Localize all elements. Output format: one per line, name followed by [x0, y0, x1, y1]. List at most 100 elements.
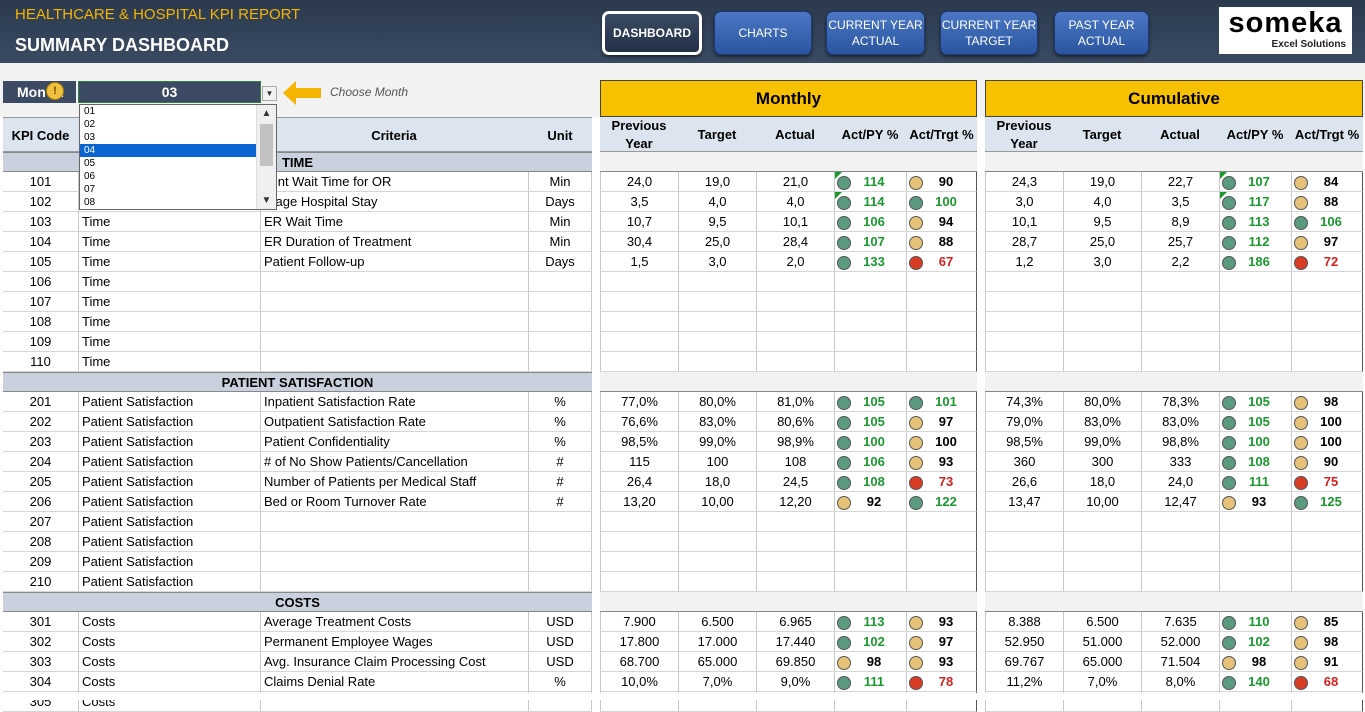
previous-year-value — [600, 352, 678, 372]
table-row[interactable]: 210 Patient Satisfaction — [0, 572, 1365, 592]
warning-icon[interactable]: ! — [46, 82, 64, 100]
status-green-dot-icon — [837, 615, 851, 630]
table-row[interactable]: 208 Patient Satisfaction — [0, 532, 1365, 552]
month-option-selected[interactable]: 04 — [80, 144, 256, 157]
table-row[interactable]: 303 Costs Avg. Insurance Claim Processing … — [0, 652, 1365, 672]
month-dropdown-list[interactable]: 01 02 03 04 05 06 07 08 ▲ ▼ — [79, 104, 277, 210]
target-value — [678, 332, 756, 352]
previous-year-value — [985, 512, 1063, 532]
status-red-dot-icon — [1294, 475, 1308, 490]
table-row[interactable]: 103 Time ER Wait Time Min 10,7 9,5 10,1 106 94 10… — [0, 212, 1365, 232]
col-act-trgt: Act/Trgt % — [909, 126, 974, 142]
status-green-dot-icon — [909, 395, 923, 410]
table-row[interactable]: 109 Time — [0, 332, 1365, 352]
table-row[interactable]: 301 Costs Average Treatment Costs USD 7.900 6… — [0, 612, 1365, 632]
kpi-unit — [528, 352, 592, 372]
act-py-value: 113 — [1219, 212, 1291, 232]
target-value: 99,0% — [1063, 432, 1141, 452]
kpi-percent: 114 — [863, 194, 885, 209]
act-trgt-value — [906, 292, 977, 312]
kpi-percent: 90 — [1323, 454, 1339, 469]
nav-dashboard-button[interactable]: DASHBOARD — [602, 11, 702, 55]
status-green-dot-icon — [837, 415, 851, 430]
table-row[interactable]: 302 Costs Permanent Employee Wages USD 17.80… — [0, 632, 1365, 652]
kpi-percent: 93 — [938, 454, 954, 469]
kpi-unit: Days — [528, 252, 592, 272]
kpi-criteria — [260, 512, 528, 532]
kpi-percent: 114 — [863, 174, 885, 189]
kpi-category: Costs — [78, 672, 260, 692]
scroll-down-icon[interactable]: ▼ — [261, 195, 272, 206]
table-row[interactable]: 209 Patient Satisfaction — [0, 552, 1365, 572]
month-option[interactable]: 08 — [84, 197, 96, 208]
table-row[interactable]: 304 Costs Claims Denial Rate% 10,0% 7,0% 9,0%… — [0, 672, 1365, 692]
month-option[interactable]: 07 — [84, 184, 96, 195]
status-green-dot-icon — [837, 235, 851, 250]
nav-charts-button[interactable]: CHARTS — [714, 11, 812, 55]
table-row[interactable]: 207 Patient Satisfaction — [0, 512, 1365, 532]
scroll-thumb[interactable] — [260, 124, 273, 166]
table-row[interactable]: 108 Time — [0, 312, 1365, 332]
kpi-unit — [528, 572, 592, 592]
status-green-dot-icon — [909, 495, 923, 510]
act-py-value: 108 — [1219, 452, 1291, 472]
previous-year-value: 8.388 — [985, 612, 1063, 632]
month-select[interactable]: 03 — [78, 81, 261, 103]
status-green-dot-icon — [837, 455, 851, 470]
month-option[interactable]: 03 — [84, 132, 96, 143]
kpi-code: 106 — [3, 272, 78, 292]
actual-value — [1141, 552, 1219, 572]
status-green-dot-icon — [837, 395, 851, 410]
month-option[interactable]: 02 — [84, 119, 96, 130]
kpi-criteria: Avg. Insurance Claim Processing Cost — [260, 652, 528, 672]
kpi-code: 102 — [3, 192, 78, 212]
kpi-unit — [528, 312, 592, 332]
month-option[interactable]: 05 — [84, 158, 96, 169]
kpi-percent: 98 — [1251, 654, 1267, 669]
col-act-py: Act/PY % — [1226, 126, 1284, 142]
table-row[interactable]: 107 Time — [0, 292, 1365, 312]
table-row[interactable]: 104 Time ER Duration of Treatment Min 30,4 25… — [0, 232, 1365, 252]
kpi-percent: 98 — [1323, 394, 1339, 409]
table-row[interactable]: 203 Patient Satisfaction Patient Confident… — [0, 432, 1365, 452]
table-row[interactable]: 106 Time — [0, 272, 1365, 292]
choose-month-hint: Choose Month — [330, 85, 409, 99]
act-trgt-value: 78 — [906, 672, 977, 692]
kpi-code: 206 — [3, 492, 78, 512]
previous-year-value: 3,0 — [985, 192, 1063, 212]
kpi-percent: 117 — [1248, 194, 1270, 209]
act-trgt-value — [1291, 572, 1363, 592]
chevron-down-icon[interactable]: ▼ — [262, 86, 277, 101]
act-trgt-value: 85 — [1291, 612, 1363, 632]
kpi-criteria — [260, 552, 528, 572]
nav-current-year-actual-button[interactable]: CURRENT YEAR ACTUAL — [826, 11, 925, 55]
status-red-dot-icon — [1294, 675, 1308, 690]
act-trgt-value: 100 — [1291, 412, 1363, 432]
status-green-dot-icon — [1222, 435, 1236, 450]
act-trgt-value: 98 — [1291, 632, 1363, 652]
table-row[interactable]: 201 Patient Satisfaction Inpatient Satisfa… — [0, 392, 1365, 412]
dropdown-scrollbar[interactable]: ▲ ▼ — [256, 105, 276, 209]
nav-past-year-actual-button[interactable]: PAST YEAR ACTUAL — [1054, 11, 1149, 55]
month-option[interactable]: 06 — [84, 171, 96, 182]
act-trgt-value: 101 — [906, 392, 977, 412]
kpi-criteria: Outpatient Satisfaction Rate — [260, 412, 528, 432]
table-row[interactable]: 205 Patient Satisfaction Number of Patient… — [0, 472, 1365, 492]
nav-current-year-target-button[interactable]: CURRENT YEAR TARGET — [940, 11, 1038, 55]
kpi-percent: 105 — [1248, 394, 1270, 409]
act-py-value: 102 — [1219, 632, 1291, 652]
table-row[interactable]: 204 Patient Satisfaction # of No Show Pati… — [0, 452, 1365, 472]
target-value: 3,0 — [678, 252, 756, 272]
target-value: 19,0 — [1063, 172, 1141, 192]
table-row[interactable]: 206 Patient Satisfaction Bed or Room Turno… — [0, 492, 1365, 512]
scroll-up-icon[interactable]: ▲ — [261, 108, 272, 119]
actual-value — [756, 332, 834, 352]
table-row[interactable]: 202 Patient Satisfaction Outpatient Satisf… — [0, 412, 1365, 432]
status-yellow-dot-icon — [1294, 635, 1308, 650]
month-option[interactable]: 01 — [84, 106, 96, 117]
kpi-code: 203 — [3, 432, 78, 452]
table-row[interactable]: 102 erage Hospital Stay Days 3,5 4,0 4,0 114 10… — [0, 192, 1365, 212]
table-row[interactable]: 105 Time Patient Follow-up Days 1,5 3,0 2,0 133… — [0, 252, 1365, 272]
report-title: HEALTHCARE & HOSPITAL KPI REPORT — [15, 6, 301, 23]
table-row[interactable]: 110 Time — [0, 352, 1365, 372]
